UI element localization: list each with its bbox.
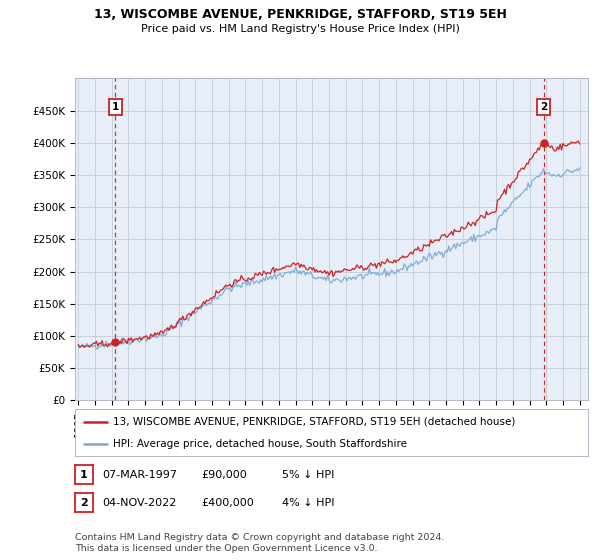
Text: HPI: Average price, detached house, South Staffordshire: HPI: Average price, detached house, Sout…	[113, 438, 407, 449]
Text: 4% ↓ HPI: 4% ↓ HPI	[282, 498, 335, 508]
Text: 13, WISCOMBE AVENUE, PENKRIDGE, STAFFORD, ST19 5EH (detached house): 13, WISCOMBE AVENUE, PENKRIDGE, STAFFORD…	[113, 417, 516, 427]
Text: 13, WISCOMBE AVENUE, PENKRIDGE, STAFFORD, ST19 5EH: 13, WISCOMBE AVENUE, PENKRIDGE, STAFFORD…	[94, 8, 506, 21]
Text: 5% ↓ HPI: 5% ↓ HPI	[282, 470, 334, 480]
Text: 1: 1	[112, 102, 119, 113]
Text: 04-NOV-2022: 04-NOV-2022	[102, 498, 176, 508]
Text: £90,000: £90,000	[201, 470, 247, 480]
Text: 2: 2	[540, 102, 547, 113]
Text: Price paid vs. HM Land Registry's House Price Index (HPI): Price paid vs. HM Land Registry's House …	[140, 24, 460, 34]
Text: Contains HM Land Registry data © Crown copyright and database right 2024.
This d: Contains HM Land Registry data © Crown c…	[75, 533, 445, 553]
Text: £400,000: £400,000	[201, 498, 254, 508]
Text: 1: 1	[80, 470, 88, 480]
Text: 07-MAR-1997: 07-MAR-1997	[102, 470, 177, 480]
Text: 2: 2	[80, 498, 88, 508]
